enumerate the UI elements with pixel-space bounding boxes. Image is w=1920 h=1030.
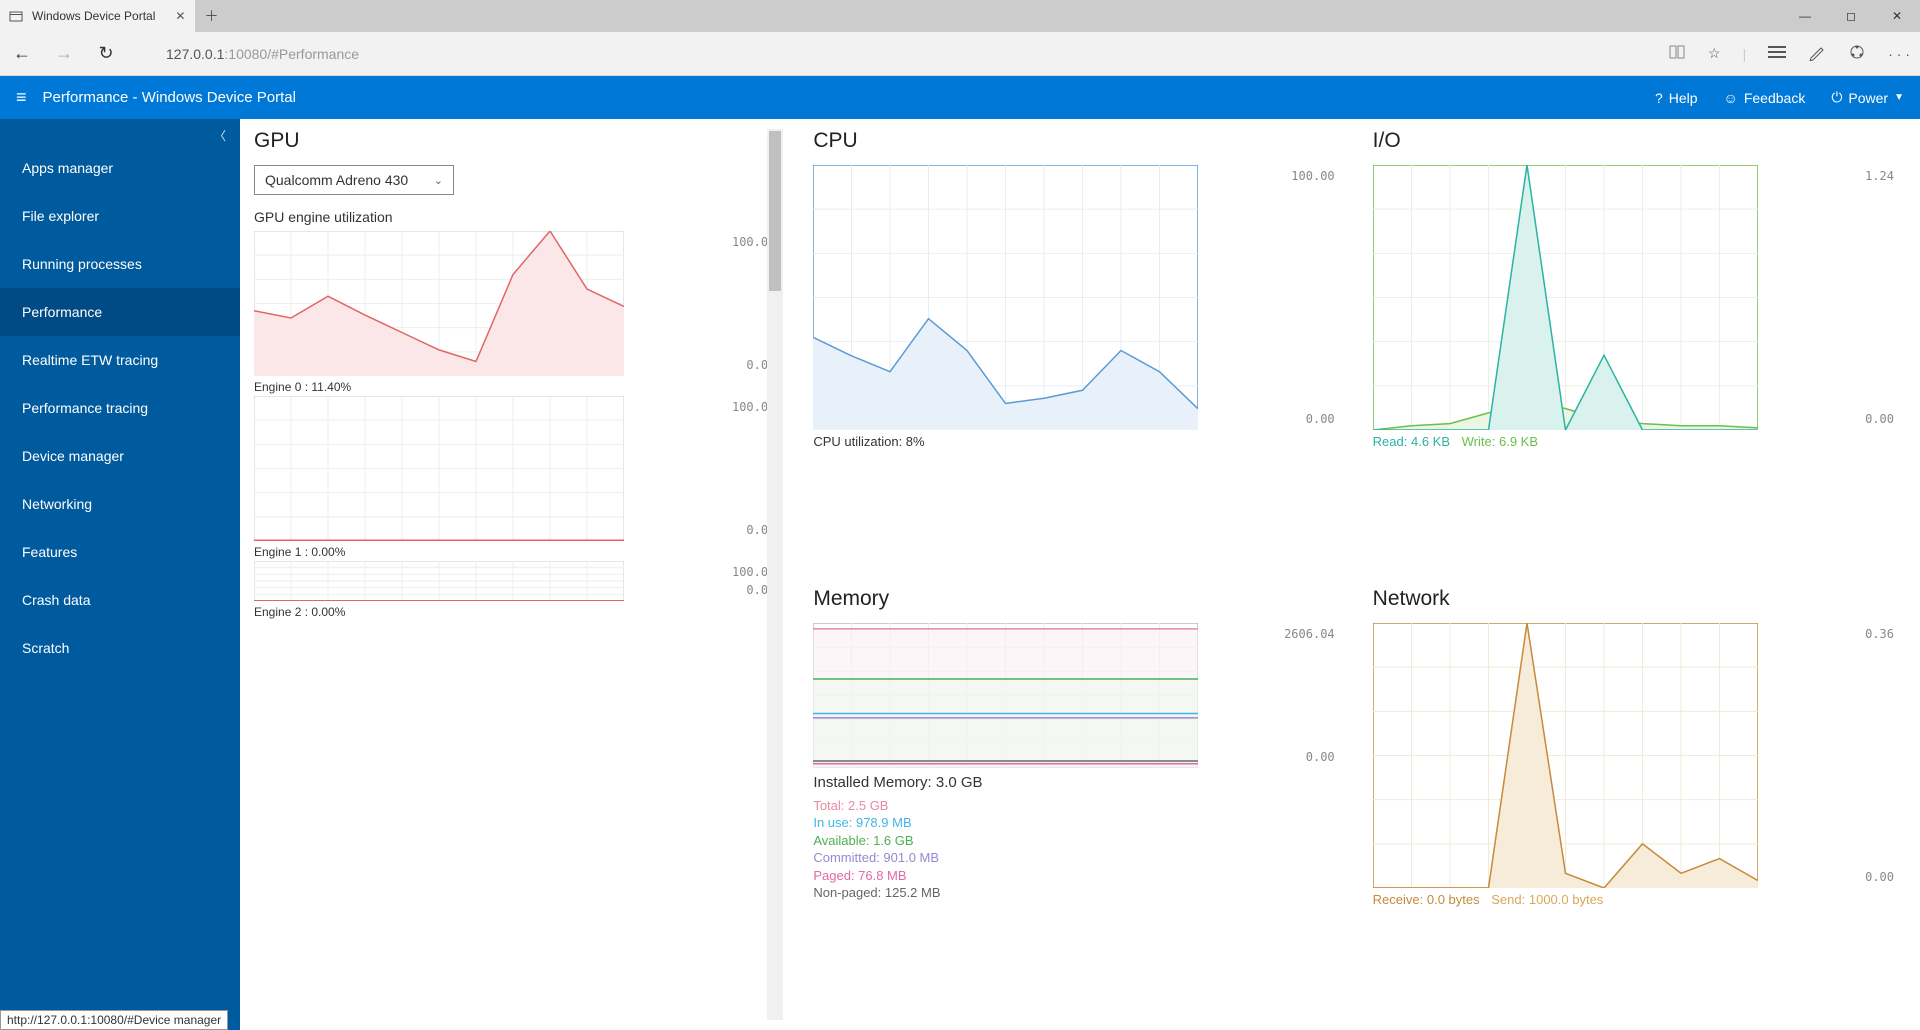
content-area: CPU 100.00 0.00 CPU utilization: 8% I/O …: [240, 119, 1920, 1030]
sidebar-item-realtime-etw-tracing[interactable]: Realtime ETW tracing: [0, 336, 240, 384]
scrollbar-thumb[interactable]: [769, 131, 781, 291]
sidebar-item-running-processes[interactable]: Running processes: [0, 240, 240, 288]
cpu-caption: CPU utilization: 8%: [813, 434, 1342, 449]
sidebar-item-device-manager[interactable]: Device manager: [0, 432, 240, 480]
help-icon: ?: [1655, 90, 1663, 106]
sidebar-item-scratch[interactable]: Scratch: [0, 624, 240, 672]
io-caption: Read: 4.6 KB Write: 6.9 KB: [1373, 434, 1902, 449]
close-window-button[interactable]: ✕: [1874, 9, 1920, 23]
power-button[interactable]: ⏻Power▼: [1831, 89, 1904, 106]
sidebar-collapse-icon[interactable]: 〈: [0, 119, 240, 144]
gpu-engine-chart-2: 100.000.00: [254, 561, 783, 601]
network-ymin: 0.00: [1865, 870, 1894, 884]
scrollbar-track[interactable]: [767, 129, 783, 1020]
tab-favicon: [8, 8, 24, 24]
cpu-panel: CPU 100.00 0.00 CPU utilization: 8%: [813, 129, 1342, 563]
gpu-engine-label-2: Engine 2 : 0.00%: [254, 605, 783, 619]
mem-inuse: In use: 978.9 MB: [813, 814, 1342, 832]
sidebar-item-networking[interactable]: Networking: [0, 480, 240, 528]
sidebar-item-apps-manager[interactable]: Apps manager: [0, 144, 240, 192]
io-ymin: 0.00: [1865, 412, 1894, 426]
io-title: I/O: [1373, 129, 1902, 153]
url-host: 127.0.0.1: [166, 46, 224, 62]
back-button[interactable]: ←: [10, 43, 34, 64]
gpu-panel: GPU Qualcomm Adreno 430 ⌄ GPU engine uti…: [254, 129, 783, 1020]
gpu-subtitle: GPU engine utilization: [254, 209, 783, 225]
browser-titlebar: Windows Device Portal ✕ ＋ — ◻ ✕: [0, 0, 1920, 32]
new-tab-button[interactable]: ＋: [195, 6, 227, 26]
memory-ymin: 0.00: [1306, 750, 1335, 764]
mem-nonpaged: Non-paged: 125.2 MB: [813, 884, 1342, 902]
memory-installed: Installed Memory: 3.0 GB: [813, 774, 1342, 791]
share-icon[interactable]: [1848, 43, 1866, 64]
network-panel: Network 0.36 0.00 Receive: 0.0 bytes Sen…: [1373, 587, 1902, 1021]
status-bar: http://127.0.0.1:10080/#Device manager: [0, 1010, 228, 1030]
gpu-engine-chart-1: 100.000.00: [254, 396, 783, 541]
network-chart: 0.36 0.00: [1373, 623, 1902, 888]
cpu-title: CPU: [813, 129, 1342, 153]
io-ymax: 1.24: [1865, 169, 1894, 183]
more-icon[interactable]: · · ·: [1888, 46, 1910, 62]
favorite-icon[interactable]: ☆: [1708, 45, 1721, 62]
feedback-button[interactable]: ☺Feedback: [1724, 90, 1806, 106]
memory-title: Memory: [813, 587, 1342, 611]
io-panel: I/O 1.24 0.00 Read: 4.6 KB Write: 6.9 KB: [1373, 129, 1902, 563]
memory-ymax: 2606.04: [1284, 627, 1335, 641]
chevron-down-icon: ⌄: [434, 174, 443, 187]
cpu-ymax: 100.00: [1291, 169, 1334, 183]
memory-chart: 2606.04 0.00: [813, 623, 1342, 768]
gpu-title: GPU: [254, 129, 783, 153]
mem-available: Available: 1.6 GB: [813, 832, 1342, 850]
menu-icon[interactable]: ≡: [16, 87, 27, 108]
help-button[interactable]: ?Help: [1655, 90, 1698, 106]
cpu-ymin: 0.00: [1306, 412, 1335, 426]
page-title: Performance - Windows Device Portal: [43, 89, 296, 106]
mem-paged: Paged: 76.8 MB: [813, 867, 1342, 885]
window-controls: — ◻ ✕: [1782, 9, 1920, 23]
reading-view-icon[interactable]: [1668, 43, 1686, 64]
sidebar-item-features[interactable]: Features: [0, 528, 240, 576]
chevron-down-icon: ▼: [1894, 92, 1904, 103]
mem-committed: Committed: 901.0 MB: [813, 849, 1342, 867]
address-bar[interactable]: 127.0.0.1:10080/#Performance: [166, 46, 359, 62]
smiley-icon: ☺: [1724, 90, 1738, 106]
gpu-engine-label-0: Engine 0 : 11.40%: [254, 380, 783, 394]
gpu-engine-chart-0: 100.000.00: [254, 231, 783, 376]
network-ymax: 0.36: [1865, 627, 1894, 641]
tab-close-icon[interactable]: ✕: [175, 9, 185, 23]
mem-total: Total: 2.5 GB: [813, 797, 1342, 815]
network-title: Network: [1373, 587, 1902, 611]
sidebar-item-crash-data[interactable]: Crash data: [0, 576, 240, 624]
browser-toolbar: ← → ↻ 127.0.0.1:10080/#Performance ☆ | ·…: [0, 32, 1920, 76]
notes-icon[interactable]: [1808, 43, 1826, 64]
sidebar-item-performance[interactable]: Performance: [0, 288, 240, 336]
memory-panel: Memory 2606.04 0.00 Installed Memory: 3.…: [813, 587, 1342, 1021]
hub-icon[interactable]: [1768, 45, 1786, 62]
sidebar: 〈 Apps managerFile explorerRunning proce…: [0, 119, 240, 1030]
maximize-button[interactable]: ◻: [1828, 9, 1874, 23]
cpu-chart: 100.00 0.00: [813, 165, 1342, 430]
forward-button[interactable]: →: [52, 43, 76, 64]
refresh-button[interactable]: ↻: [94, 43, 118, 64]
gpu-engine-label-1: Engine 1 : 0.00%: [254, 545, 783, 559]
separator: |: [1743, 46, 1747, 62]
minimize-button[interactable]: —: [1782, 9, 1828, 23]
memory-stats: Total: 2.5 GB In use: 978.9 MB Available…: [813, 797, 1342, 902]
sidebar-item-file-explorer[interactable]: File explorer: [0, 192, 240, 240]
url-rest: :10080/#Performance: [224, 46, 359, 62]
sidebar-item-performance-tracing[interactable]: Performance tracing: [0, 384, 240, 432]
power-icon: ⏻: [1831, 89, 1842, 106]
app-header: ≡ Performance - Windows Device Portal ?H…: [0, 76, 1920, 119]
io-chart: 1.24 0.00: [1373, 165, 1902, 430]
gpu-selector[interactable]: Qualcomm Adreno 430 ⌄: [254, 165, 454, 195]
browser-tab[interactable]: Windows Device Portal ✕: [0, 0, 195, 32]
tab-title: Windows Device Portal: [32, 9, 155, 23]
network-caption: Receive: 0.0 bytes Send: 1000.0 bytes: [1373, 892, 1902, 907]
